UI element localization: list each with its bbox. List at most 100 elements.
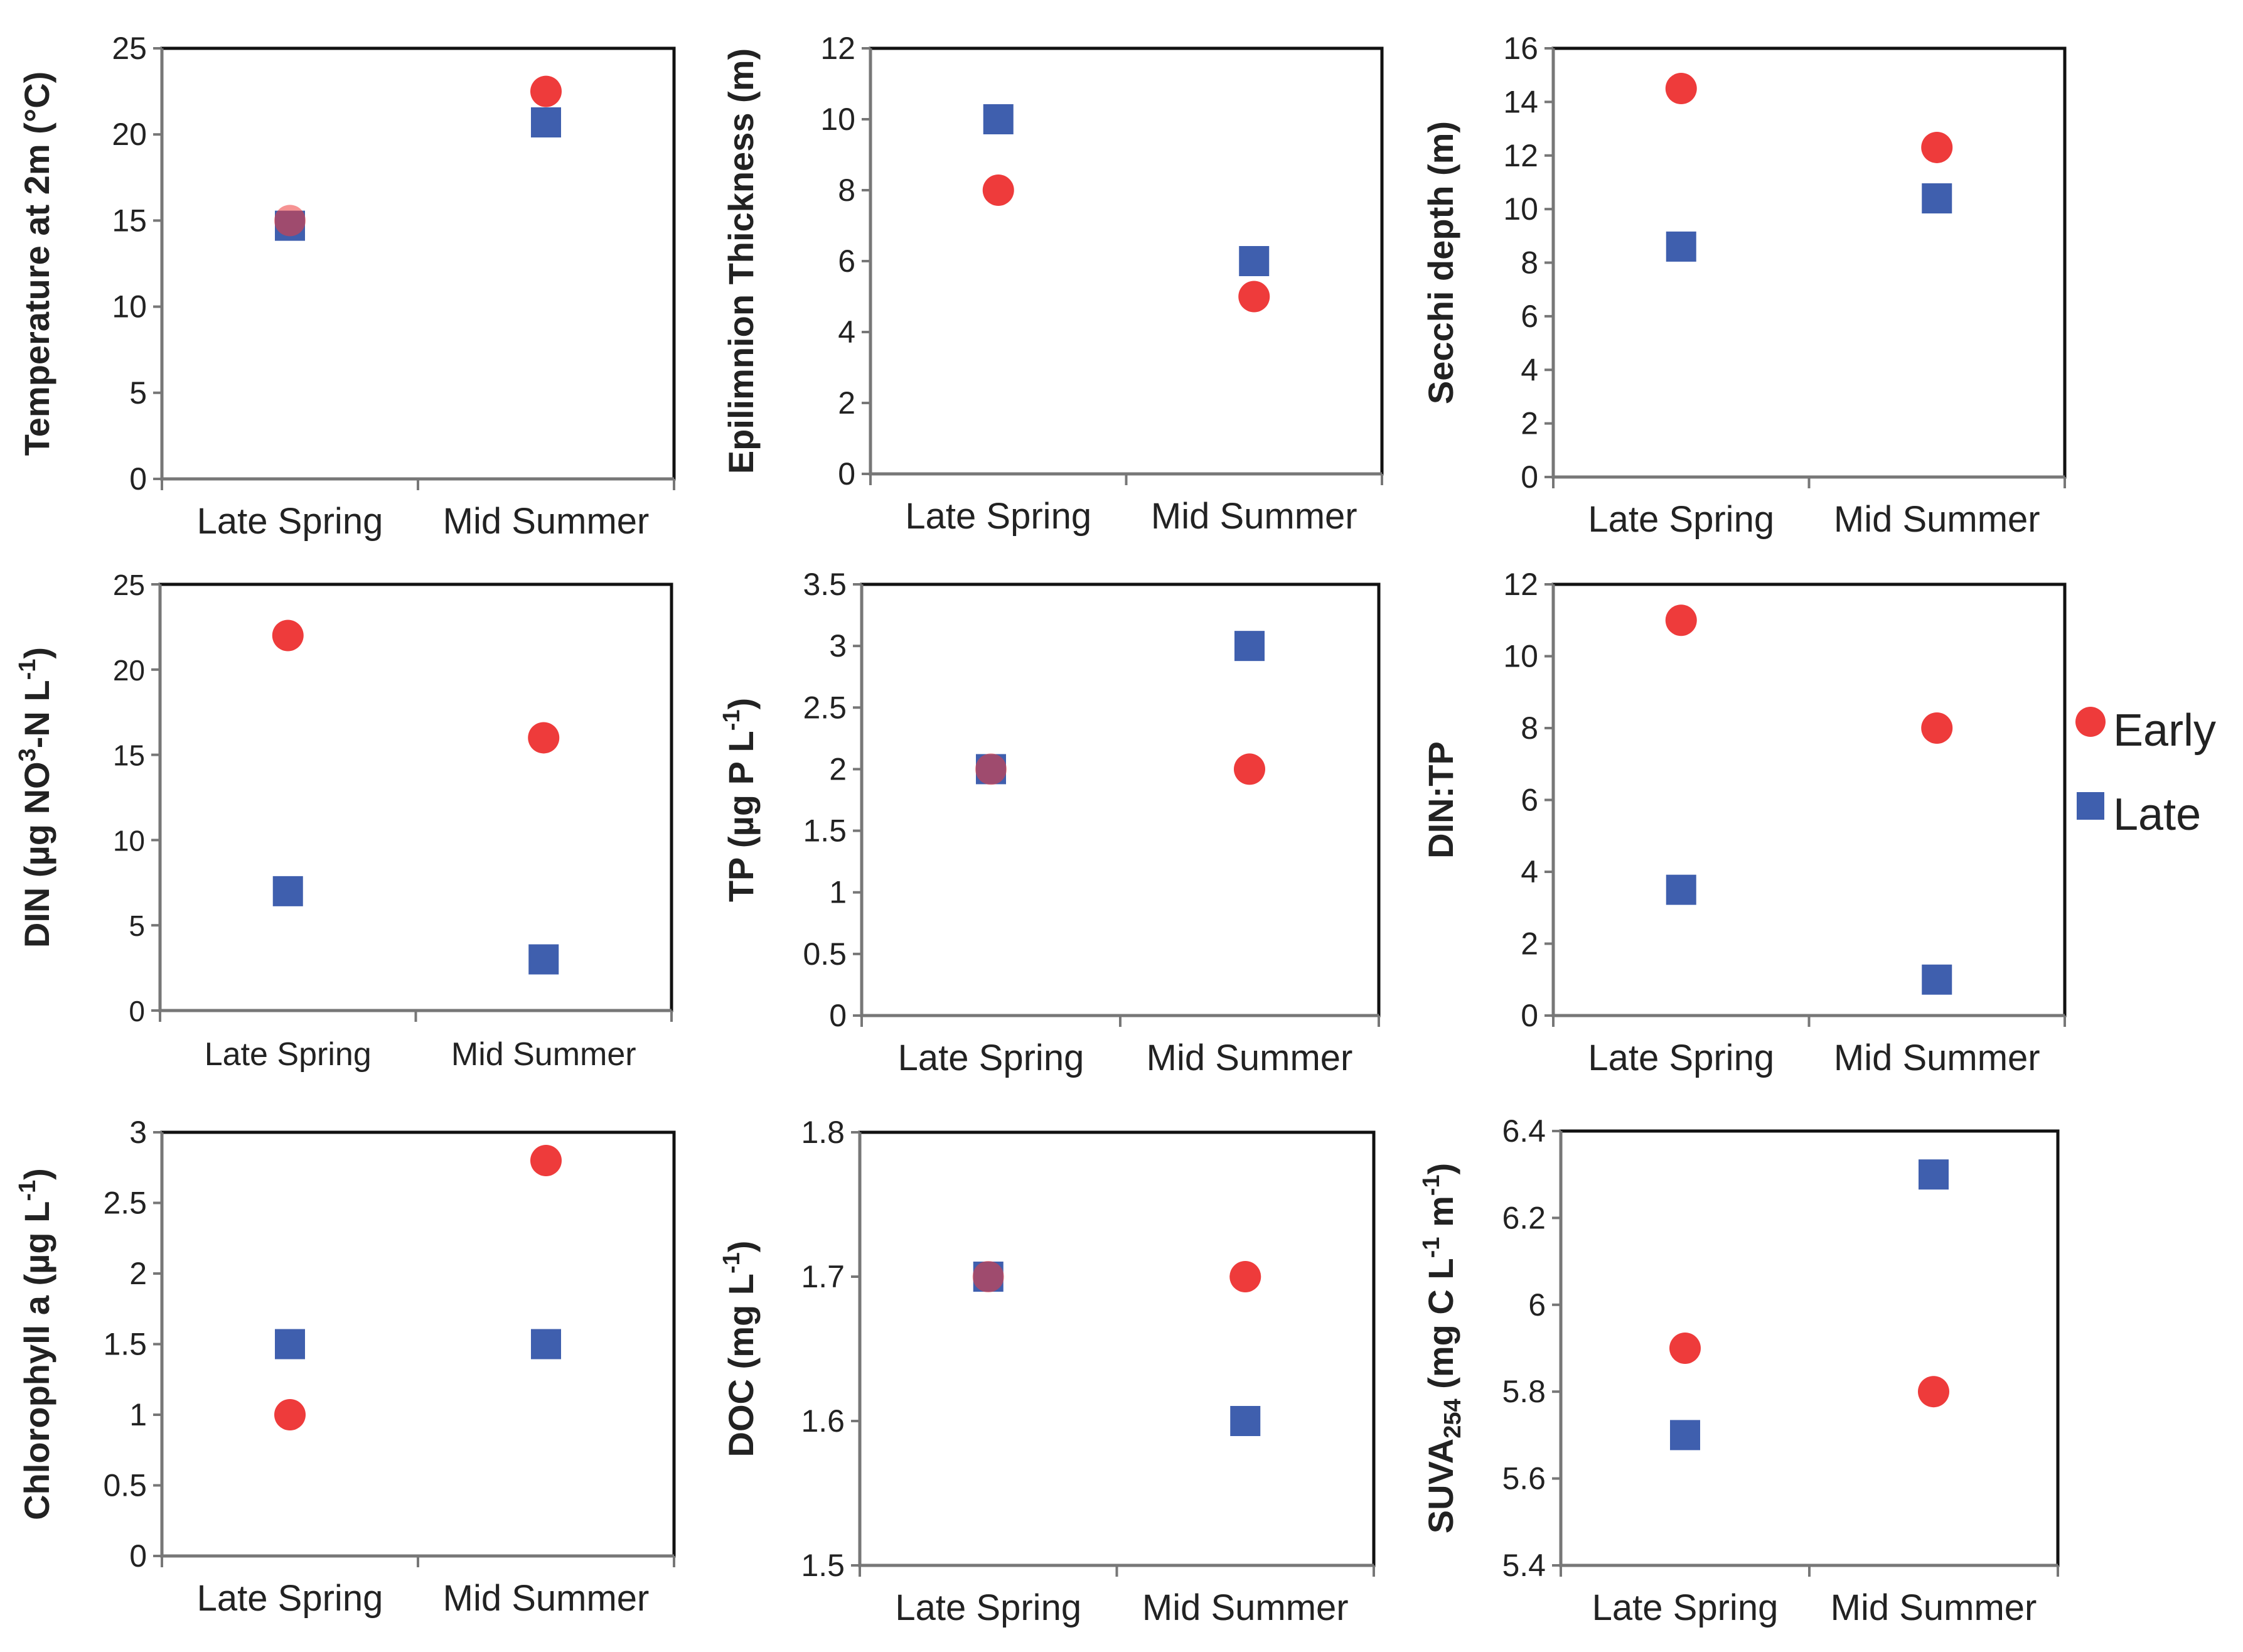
y-tick-label: 2 [829, 751, 847, 786]
point-early-late-spring [272, 620, 304, 652]
y-tick-label: 3 [129, 1115, 147, 1150]
y-axis-label-part: Chlorophyll a (µg L [17, 1201, 56, 1520]
y-tick-label: 8 [1521, 711, 1538, 746]
y-axis-label-part: -1 [719, 1252, 745, 1274]
y-tick-label: 1.5 [801, 1548, 845, 1583]
y-tick-label: 10 [1503, 639, 1538, 674]
point-early-late-spring [1665, 73, 1697, 105]
y-tick-label: 8 [1521, 245, 1538, 281]
y-tick-label: 12 [1503, 567, 1538, 602]
y-tick-label: 0.5 [803, 936, 847, 972]
x-tick-label: Mid Summer [1834, 499, 2040, 540]
plot-frame-9 [1559, 1129, 2060, 1567]
panel-6: 0 2 4 6 8 10 12 Late Spring Mid Summer DIN:TP [1421, 567, 2067, 1078]
x-tick-label: Mid Summer [451, 1036, 636, 1073]
y-tick-label: 2 [1521, 926, 1538, 962]
plot-frame-2 [869, 46, 1384, 476]
y-axis-label-part: TP (µg P L [721, 731, 761, 902]
legend: Early Late [2075, 705, 2216, 840]
y-tick-label: 25 [112, 31, 147, 66]
y-axis-label-7: Chlorophyll a (µg L-1) [14, 1168, 56, 1520]
y-tick-label: 0.5 [103, 1468, 147, 1503]
y-tick-label: 10 [113, 824, 145, 857]
y-tick-label: 0 [829, 998, 847, 1033]
point-early-late-spring [274, 205, 306, 237]
y-axis-label-part: -N L [17, 680, 56, 748]
point-early-mid-summer [1921, 131, 1953, 163]
panel-8: 1.5 1.6 1.7 1.8 Late Spring Mid Summer DOC (mg… [719, 1115, 1376, 1628]
point-late-mid-summer [531, 107, 561, 137]
point-late-mid-summer [1922, 183, 1952, 214]
point-late-mid-summer [1919, 1159, 1949, 1190]
y-tick-label: 5 [129, 375, 147, 410]
point-early-late-spring [975, 753, 1007, 785]
y-tick-label: 1 [829, 875, 847, 910]
point-early-mid-summer [1238, 281, 1270, 313]
x-tick-label: Late Spring [205, 1036, 372, 1073]
point-early-late-spring [972, 1261, 1004, 1292]
y-tick-label: 6 [1521, 299, 1538, 334]
y-axis-label-8: DOC (mg L-1) [719, 1241, 761, 1457]
panel-2: 0 2 4 6 8 10 12 Late Spring Mid Summer Epilimnion… [721, 31, 1384, 537]
y-tick-label: 0 [1521, 998, 1538, 1033]
y-axis-label-9: SUVA254 (mg C L-1 m-1) [1418, 1163, 1466, 1533]
y-axis-label-part: SUVA [1421, 1439, 1460, 1533]
plot-frame-1 [160, 46, 676, 481]
y-axis-label-part: DIN (µg NO [17, 761, 56, 948]
y-tick-label: 6 [1528, 1287, 1546, 1322]
panel-7: 0 0.5 1 1.5 2 2.5 3 Late Spring Mid Summer Chloro… [14, 1115, 676, 1619]
y-axis-label-part: 3 [14, 748, 41, 761]
y-tick-label: 14 [1503, 84, 1538, 119]
point-late-mid-summer [1230, 1406, 1261, 1436]
x-tick-label: Mid Summer [1147, 1038, 1353, 1078]
panel-3: 0 2 4 6 8 10 12 14 16 Late Spring Mid Summer Secchi… [1421, 31, 2067, 540]
legend-label-early: Early [2113, 705, 2216, 756]
plot-frame-4 [158, 582, 673, 1012]
x-tick-label: Mid Summer [1142, 1587, 1349, 1628]
y-tick-label: 4 [838, 314, 855, 350]
y-tick-label: 6 [838, 244, 855, 279]
point-late-mid-summer [531, 1329, 561, 1360]
x-tick-label: Mid Summer [1151, 496, 1357, 537]
point-late-mid-summer [1234, 631, 1265, 662]
y-axis-label-part: -1 [1418, 1237, 1445, 1258]
y-tick-label: 5 [129, 909, 145, 942]
y-tick-label: 2.5 [803, 690, 847, 725]
point-early-late-spring [1665, 604, 1697, 636]
point-late-late-spring [272, 876, 303, 906]
y-tick-label: 5.6 [1502, 1461, 1546, 1496]
point-early-mid-summer [1918, 1376, 1949, 1408]
y-axis-label-3: Secchi depth (m) [1421, 121, 1460, 404]
y-axis-label-1: Temperature at 2m (°C) [17, 72, 56, 456]
y-tick-label: 8 [838, 173, 855, 208]
point-late-late-spring [1666, 874, 1696, 905]
panel-5: 0 0.5 1 1.5 2 2.5 3 3.5 Late Spring Mid Summer TP … [719, 567, 1381, 1078]
y-tick-label: 16 [1503, 31, 1538, 66]
y-tick-label: 10 [112, 289, 147, 324]
y-tick-label: 2.5 [103, 1186, 147, 1221]
plot-frame-5 [860, 582, 1381, 1017]
y-axis-label-part: ) [17, 647, 56, 659]
y-tick-label: 25 [113, 569, 145, 601]
y-tick-label: 10 [820, 102, 855, 137]
y-tick-label: 0 [129, 995, 145, 1027]
legend-label-late: Late [2113, 790, 2201, 840]
legend-marker-early [2075, 707, 2106, 737]
y-tick-label: 10 [1503, 191, 1538, 227]
y-tick-label: 0 [1521, 459, 1538, 495]
point-late-mid-summer [1922, 964, 1952, 995]
point-early-late-spring [982, 174, 1014, 206]
x-tick-label: Mid Summer [1831, 1587, 2037, 1628]
y-tick-label: 4 [1521, 352, 1538, 387]
point-early-late-spring [1669, 1333, 1701, 1364]
y-axis-label-part: -1 [719, 709, 745, 731]
y-tick-label: 1.6 [801, 1403, 845, 1439]
y-tick-label: 0 [838, 456, 855, 491]
y-tick-label: 3 [829, 628, 847, 663]
y-tick-label: 15 [112, 203, 147, 238]
x-tick-label: Late Spring [898, 1038, 1084, 1078]
point-late-late-spring [1670, 1420, 1700, 1451]
y-axis-label-part: (mg C L [1421, 1258, 1460, 1398]
y-axis-label-part: DOC (mg L [721, 1274, 761, 1457]
